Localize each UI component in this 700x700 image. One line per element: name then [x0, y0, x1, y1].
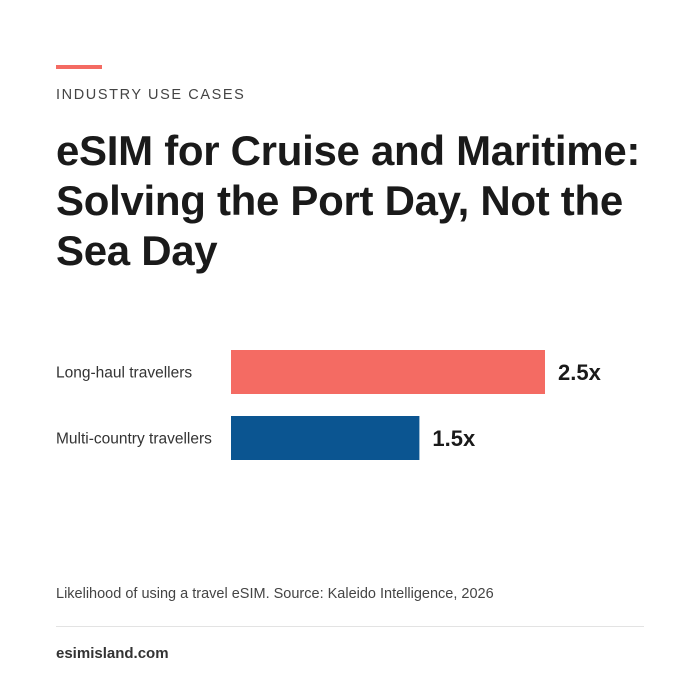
site-url: esimisland.com: [56, 645, 169, 662]
chart-caption: Likelihood of using a travel eSIM. Sourc…: [56, 586, 494, 602]
bar-long-haul-travellers: [231, 350, 545, 394]
section-eyebrow: INDUSTRY USE CASES: [56, 87, 246, 103]
value-label-long-haul-travellers: 2.5x: [558, 360, 602, 385]
category-label-multi-country-travellers: Multi-country travellers: [56, 431, 212, 448]
accent-rule: [56, 65, 102, 69]
page-title: eSIM for Cruise and Maritime: Solving th…: [56, 127, 641, 274]
bar-multi-country-travellers: [231, 416, 420, 460]
category-label-long-haul-travellers: Long-haul travellers: [56, 365, 192, 382]
value-label-multi-country-travellers: 1.5x: [432, 426, 476, 451]
footer-divider: [56, 626, 644, 627]
bar-chart: Long-haul travellers 2.5x Multi-country tr…: [56, 350, 602, 460]
